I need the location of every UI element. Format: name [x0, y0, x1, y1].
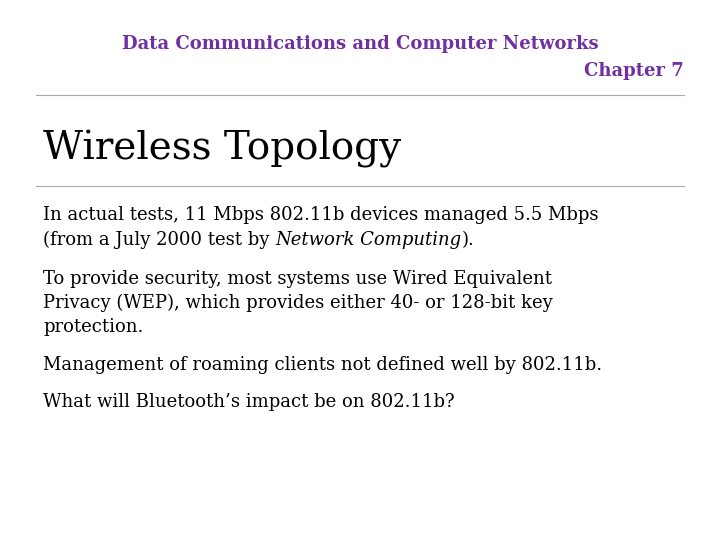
Text: (from a July 2000 test by: (from a July 2000 test by [43, 231, 275, 249]
Text: In actual tests, 11 Mbps 802.11b devices managed 5.5 Mbps: In actual tests, 11 Mbps 802.11b devices… [43, 206, 599, 224]
Text: Wireless Topology: Wireless Topology [43, 130, 401, 167]
Text: What will Bluetooth’s impact be on 802.11b?: What will Bluetooth’s impact be on 802.1… [43, 393, 455, 411]
Text: ).: ). [462, 231, 474, 249]
Text: Data Communications and Computer Networks: Data Communications and Computer Network… [122, 35, 598, 53]
Text: To provide security, most systems use Wired Equivalent
Privacy (WEP), which prov: To provide security, most systems use Wi… [43, 270, 553, 335]
Text: Management of roaming clients not defined well by 802.11b.: Management of roaming clients not define… [43, 356, 603, 374]
Text: Network Computing: Network Computing [275, 231, 462, 249]
Text: Chapter 7: Chapter 7 [584, 62, 683, 80]
